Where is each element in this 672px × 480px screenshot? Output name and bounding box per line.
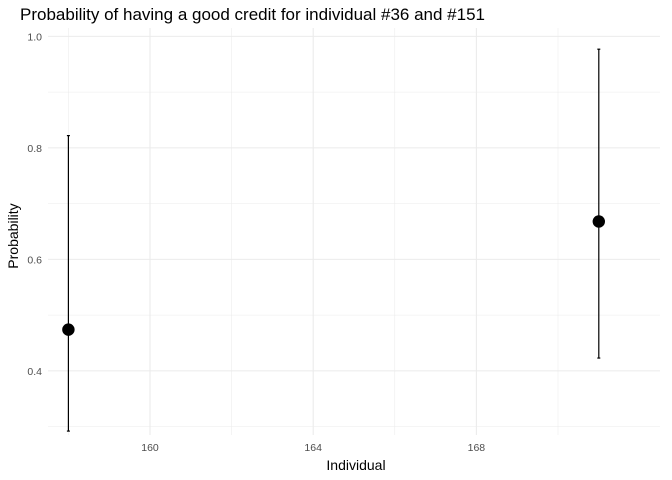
data-point — [592, 215, 605, 228]
error-bars — [66, 48, 601, 432]
y-tick-label: 0.6 — [27, 254, 42, 266]
x-axis-title: Individual — [326, 457, 385, 473]
grid-minor — [48, 28, 660, 435]
data-points — [62, 215, 605, 336]
x-tick-label: 160 — [141, 442, 159, 454]
y-tick-labels: 0.4 0.6 0.8 1.0 — [27, 31, 42, 378]
y-tick-label: 0.8 — [27, 143, 42, 155]
data-point — [62, 323, 75, 336]
y-tick-label: 0.4 — [27, 366, 42, 378]
y-tick-label: 1.0 — [27, 31, 42, 43]
y-axis-title: Probability — [5, 203, 21, 268]
grid-major — [48, 28, 660, 435]
chart-title: Probability of having a good credit for … — [20, 5, 485, 24]
x-tick-label: 168 — [468, 442, 486, 454]
x-tick-label: 164 — [304, 442, 322, 454]
x-tick-labels: 160 164 168 — [141, 442, 485, 454]
